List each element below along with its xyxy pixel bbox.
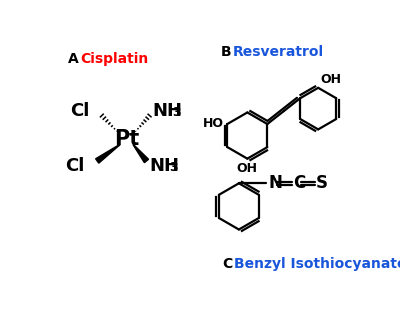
Text: OH: OH <box>237 162 258 175</box>
Text: Benzyl Isothiocyanate: Benzyl Isothiocyanate <box>234 257 400 271</box>
Polygon shape <box>96 145 120 163</box>
Text: B: B <box>220 45 231 59</box>
Text: Pt: Pt <box>114 129 139 149</box>
Text: HO: HO <box>203 117 224 130</box>
Text: NH: NH <box>150 157 180 175</box>
Text: N: N <box>268 174 282 192</box>
Text: Cl: Cl <box>66 157 85 175</box>
Text: C: C <box>222 257 232 271</box>
Text: NH: NH <box>153 102 183 120</box>
Text: C: C <box>293 174 305 192</box>
Text: Cl: Cl <box>70 102 90 120</box>
Text: OH: OH <box>320 73 342 86</box>
Text: S: S <box>316 174 328 192</box>
Text: 3: 3 <box>170 161 178 174</box>
Text: 3: 3 <box>173 106 181 119</box>
Text: Cisplatin: Cisplatin <box>80 52 148 66</box>
Text: Resveratrol: Resveratrol <box>233 45 324 59</box>
Text: A: A <box>68 52 79 66</box>
Polygon shape <box>133 145 148 163</box>
